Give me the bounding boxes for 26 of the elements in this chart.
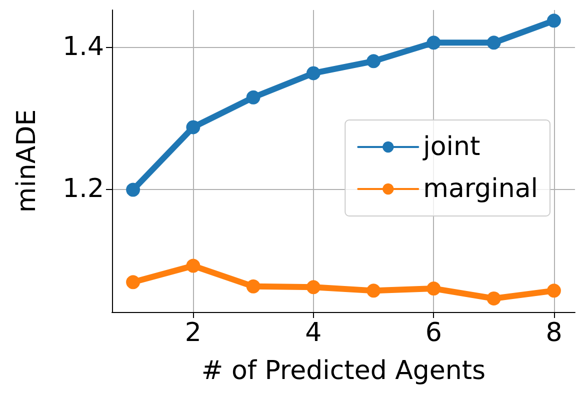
x-tick-label: 2 [184,318,202,348]
point [126,275,140,290]
point [306,66,320,80]
point [366,284,381,298]
x-tick-label: 8 [546,318,562,348]
point [366,54,381,68]
point [246,90,260,104]
point [306,280,320,294]
point [246,279,260,294]
point [486,292,501,306]
point [426,36,441,50]
point [186,258,200,273]
point [546,14,561,28]
y-axis-title: minADE [12,109,42,213]
x-tick-label: 6 [425,318,442,348]
legend-label: joint [422,132,480,162]
y-tick-label: 1.4 [62,32,104,62]
x-axis-title: # of Predicted Agents [201,356,486,386]
y-tick-label: 1.2 [62,174,104,204]
x-tick-label: 4 [305,318,322,348]
point [126,182,140,197]
point [486,36,501,50]
point [546,284,561,298]
legend-label: marginal [423,174,538,204]
point [186,120,200,134]
point [426,282,441,296]
